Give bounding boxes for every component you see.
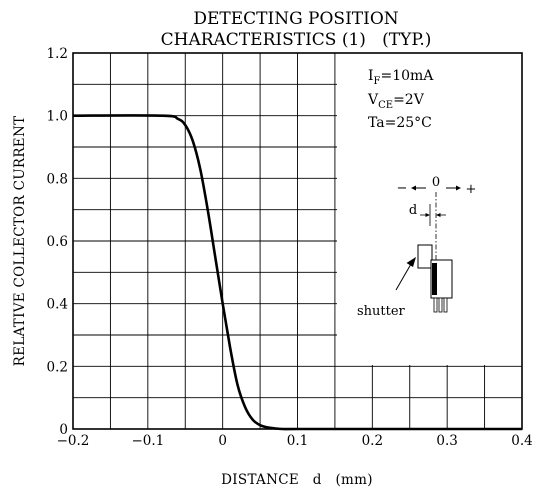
x-tick-label: 0: [218, 433, 227, 449]
shutter-leader-arrow-icon: [406, 257, 416, 267]
condition-ta: Ta=25°C: [368, 115, 432, 131]
shutter-plate-icon: [417, 244, 433, 269]
x-tick-label: 0.2: [362, 433, 383, 449]
sensor-window-icon: [432, 263, 437, 295]
sensor-diagram: − 0 + d shutter: [357, 175, 476, 319]
d-arrow-right-head-icon: [436, 213, 441, 217]
d-arrow-left-head-icon: [425, 213, 430, 217]
d-dimension-label: d: [409, 203, 417, 218]
y-tick-label: 0.2: [47, 359, 68, 375]
series-line: [72, 114, 522, 431]
x-axis-label: DISTANCE d (mm): [221, 472, 373, 488]
x-tick-label: 0.3: [436, 433, 457, 449]
x-tick-label: −0.2: [57, 433, 90, 449]
conditions-panel: [337, 53, 522, 365]
y-tick-label: 0.6: [47, 234, 68, 250]
x-tick-label: 0.4: [511, 433, 532, 449]
chart-title-line2: CHARACTERISTICS (1) (TYP.): [161, 30, 432, 50]
x-tick-label: −0.1: [131, 433, 164, 449]
x-tick-labels: −0.2 −0.1 0 0.1 0.2 0.3 0.4: [57, 433, 533, 449]
y-tick-label: 1.0: [47, 109, 68, 125]
shutter-leader-line: [395, 263, 412, 291]
y-tick-labels: 0 0.2 0.4 0.6 0.8 1.0 1.2: [47, 46, 68, 438]
zero-position-label: 0: [432, 175, 440, 190]
y-tick-label: 1.2: [47, 46, 68, 62]
shutter-label: shutter: [357, 304, 406, 319]
y-tick-label: 0.4: [47, 297, 68, 313]
y-tick-label: 0: [59, 422, 68, 438]
chart-title-line1: DETECTING POSITION: [193, 9, 398, 29]
sensor-lead-3-icon: [443, 297, 448, 313]
sensor-lead-1-icon: [433, 297, 438, 313]
condition-if: IF=10mA: [368, 68, 434, 87]
y-axis-label: RELATIVE COLLECTOR CURRENT: [12, 116, 28, 367]
conditions-legend: IF=10mA VCE=2V Ta=25°C: [367, 68, 434, 131]
direction-plus-label: +: [466, 182, 477, 197]
arrow-left-head-icon: [411, 185, 416, 191]
x-tick-label: 0.1: [287, 433, 308, 449]
sensor-lead-2-icon: [438, 297, 443, 313]
condition-vce: VCE=2V: [367, 92, 425, 111]
arrow-right-head-icon: [456, 185, 461, 191]
y-tick-label: 0.8: [47, 171, 68, 187]
direction-minus-label: −: [397, 181, 408, 196]
